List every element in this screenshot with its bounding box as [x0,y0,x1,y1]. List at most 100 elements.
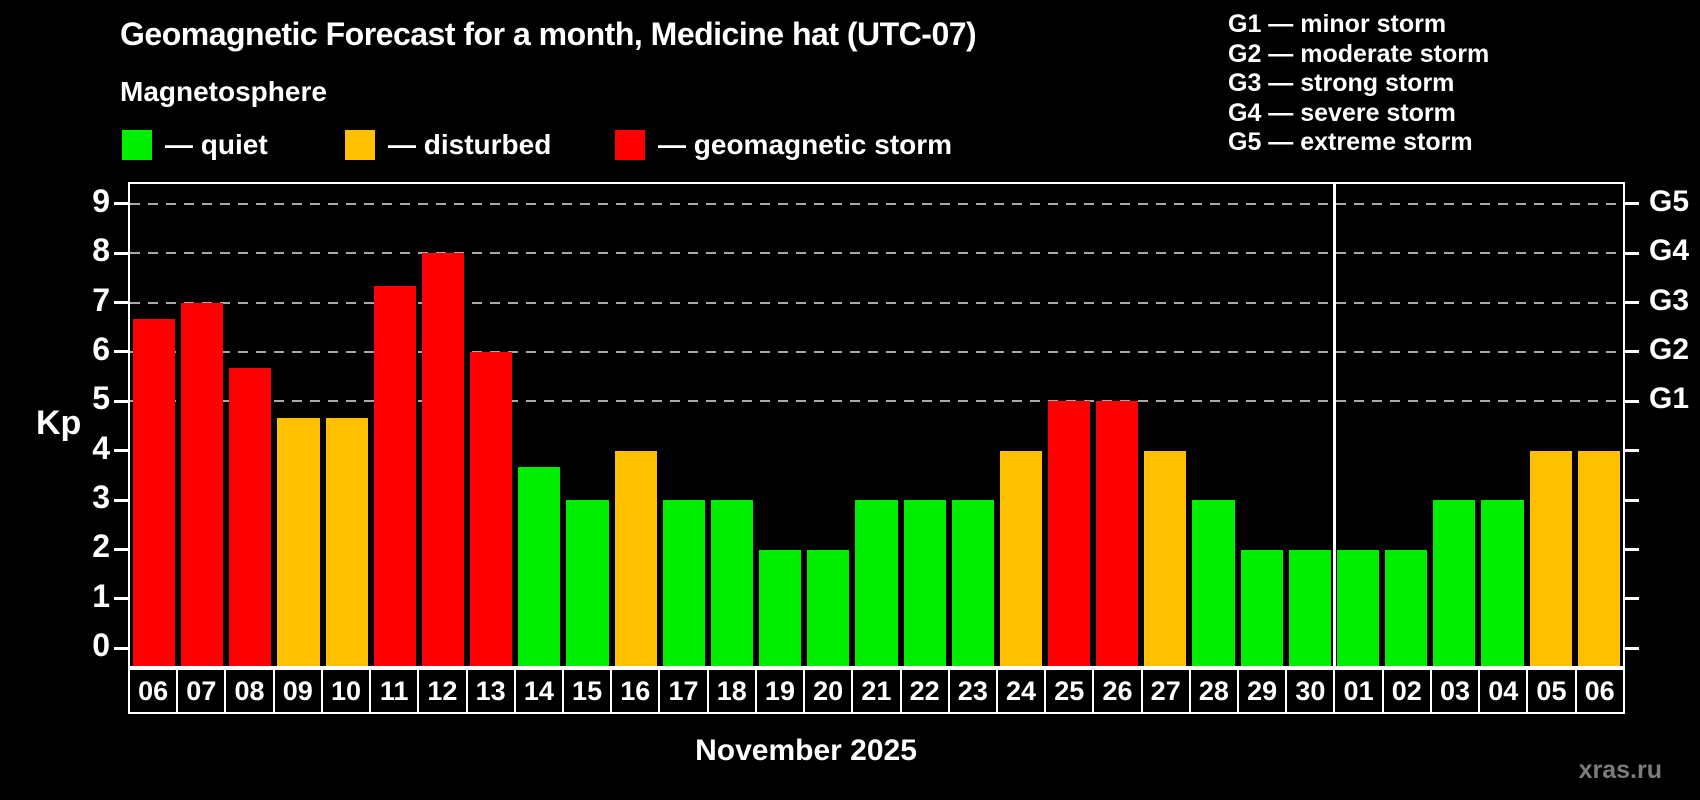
g-level-label-g4: G4 [1649,234,1690,268]
gridline-kp9 [130,202,1623,205]
bar-column-29 [1238,184,1286,666]
g4-legend-line: G4 — severe storm [1228,98,1456,127]
bar-column-22 [901,184,949,666]
date-cell: 16 [610,668,661,714]
storm-color-swatch-icon [615,130,645,160]
y-axis-label: Kp [36,404,82,442]
kp-bar [1336,549,1380,666]
date-cell: 15 [561,668,613,714]
date-cell: 13 [465,668,516,714]
date-cell: 12 [417,668,468,714]
kp-bar [1144,450,1187,666]
date-cell: 25 [1044,668,1095,714]
bar-column-18 [708,184,756,666]
y-tick-left [114,498,128,502]
kp-bar [421,253,465,666]
y-tick-left [114,251,128,255]
y-tick-label: 2 [92,528,110,565]
bar-column-24 [997,184,1045,666]
bar-column-17 [660,184,708,666]
storm-scale-legend: G1 — minor storm G2 — moderate storm G3 … [1228,10,1489,158]
y-tick-right [1625,202,1639,206]
bar-column-12 [419,184,467,666]
month-separator-line [1332,184,1336,666]
y-tick-label: 8 [92,232,110,269]
y-tick-left [114,399,128,403]
bar-column-14 [515,184,563,666]
bar-column-10 [323,184,371,666]
date-cell: 24 [995,668,1047,714]
date-cell: 05 [1526,668,1577,714]
quiet-color-swatch-icon [122,130,152,160]
kp-bar [855,500,898,666]
y-tick-label: 1 [92,577,110,614]
bar-column-28 [1189,184,1237,666]
plot-inner [130,184,1623,666]
date-cell: 26 [1092,668,1143,714]
bar-column-02 [1382,184,1430,666]
date-cell: 03 [1429,668,1481,714]
legend-label-quiet: — quiet [165,129,268,160]
bar-column-06 [1575,184,1623,666]
g-level-label-g5: G5 [1649,184,1690,218]
date-cell: 09 [272,668,323,714]
kp-bar [759,549,802,666]
bar-column-19 [756,184,804,666]
bar-column-01 [1334,184,1382,666]
y-tick-label: 3 [92,479,110,516]
y-tick-left [114,449,128,453]
y-tick-right [1625,399,1639,403]
date-cell: 01 [1333,668,1384,714]
kp-bar [1481,500,1524,666]
date-cell: 30 [1285,668,1336,714]
kp-bar [1577,450,1620,666]
y-tick-label: 7 [92,281,110,318]
kp-bar [133,318,176,666]
gridline-kp8 [130,252,1623,255]
date-cell: 28 [1188,668,1240,714]
y-tick-label: 6 [92,330,110,367]
g-level-label-g3: G3 [1649,283,1690,317]
bar-column-21 [852,184,900,666]
bar-column-30 [1286,184,1334,666]
date-cell: 22 [899,668,950,714]
bar-column-03 [1430,184,1478,666]
kp-bar [1433,500,1476,666]
bar-column-16 [612,184,660,666]
bar-column-11 [371,184,419,666]
y-tick-left [114,301,128,305]
legend-item-quiet: — quiet [122,128,268,162]
g2-legend-line: G2 — moderate storm [1228,39,1490,68]
kp-bar [710,500,754,666]
magnetosphere-subtitle: Magnetosphere [120,76,327,107]
plot-area [128,182,1625,668]
date-axis-row: 06 07 08 09 10 11 12 13 14 15 16 17 18 19 20 21 22 23 24 25… [128,668,1625,714]
bar-column-05 [1527,184,1575,666]
y-tick-left [114,202,128,206]
legend-label-storm: — geomagnetic storm [658,129,953,160]
date-cell: 21 [851,668,902,714]
kp-bar [951,500,994,666]
gridline-kp7 [130,301,1623,304]
date-cell: 18 [706,668,757,714]
kp-bar [1288,549,1331,666]
bars-layer [130,184,1623,666]
kp-bar [518,467,561,666]
y-tick-left [114,646,128,650]
kp-bar [229,368,272,666]
date-cell: 10 [320,668,372,714]
date-cell: 20 [803,668,854,714]
bar-column-20 [804,184,852,666]
y-tick-right [1625,301,1639,305]
kp-bar [1096,401,1139,666]
y-tick-left [114,547,128,551]
y-tick-label: 9 [92,182,110,219]
y-tick-label: 4 [92,429,110,466]
kp-bar [999,450,1042,666]
date-cell: 08 [224,668,275,714]
date-cell: 23 [947,668,998,714]
y-tick-right [1625,646,1639,650]
kp-bar [807,549,850,666]
date-cell: 17 [658,668,709,714]
